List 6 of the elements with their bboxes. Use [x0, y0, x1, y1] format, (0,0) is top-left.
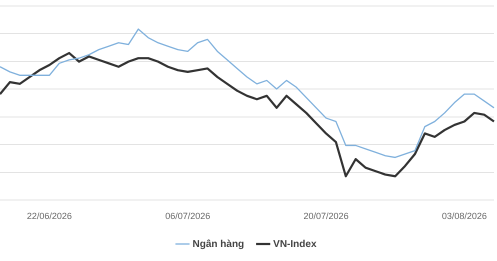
legend-label: Ngân hàng	[192, 238, 244, 250]
legend-label: VN-Index	[273, 238, 317, 250]
x-tick-label: 20/07/2026	[304, 211, 349, 222]
x-tick-label: 06/07/2026	[165, 211, 210, 222]
x-tick-label: 03/08/2026	[442, 211, 487, 222]
x-tick-label: 22/06/2026	[26, 211, 72, 222]
